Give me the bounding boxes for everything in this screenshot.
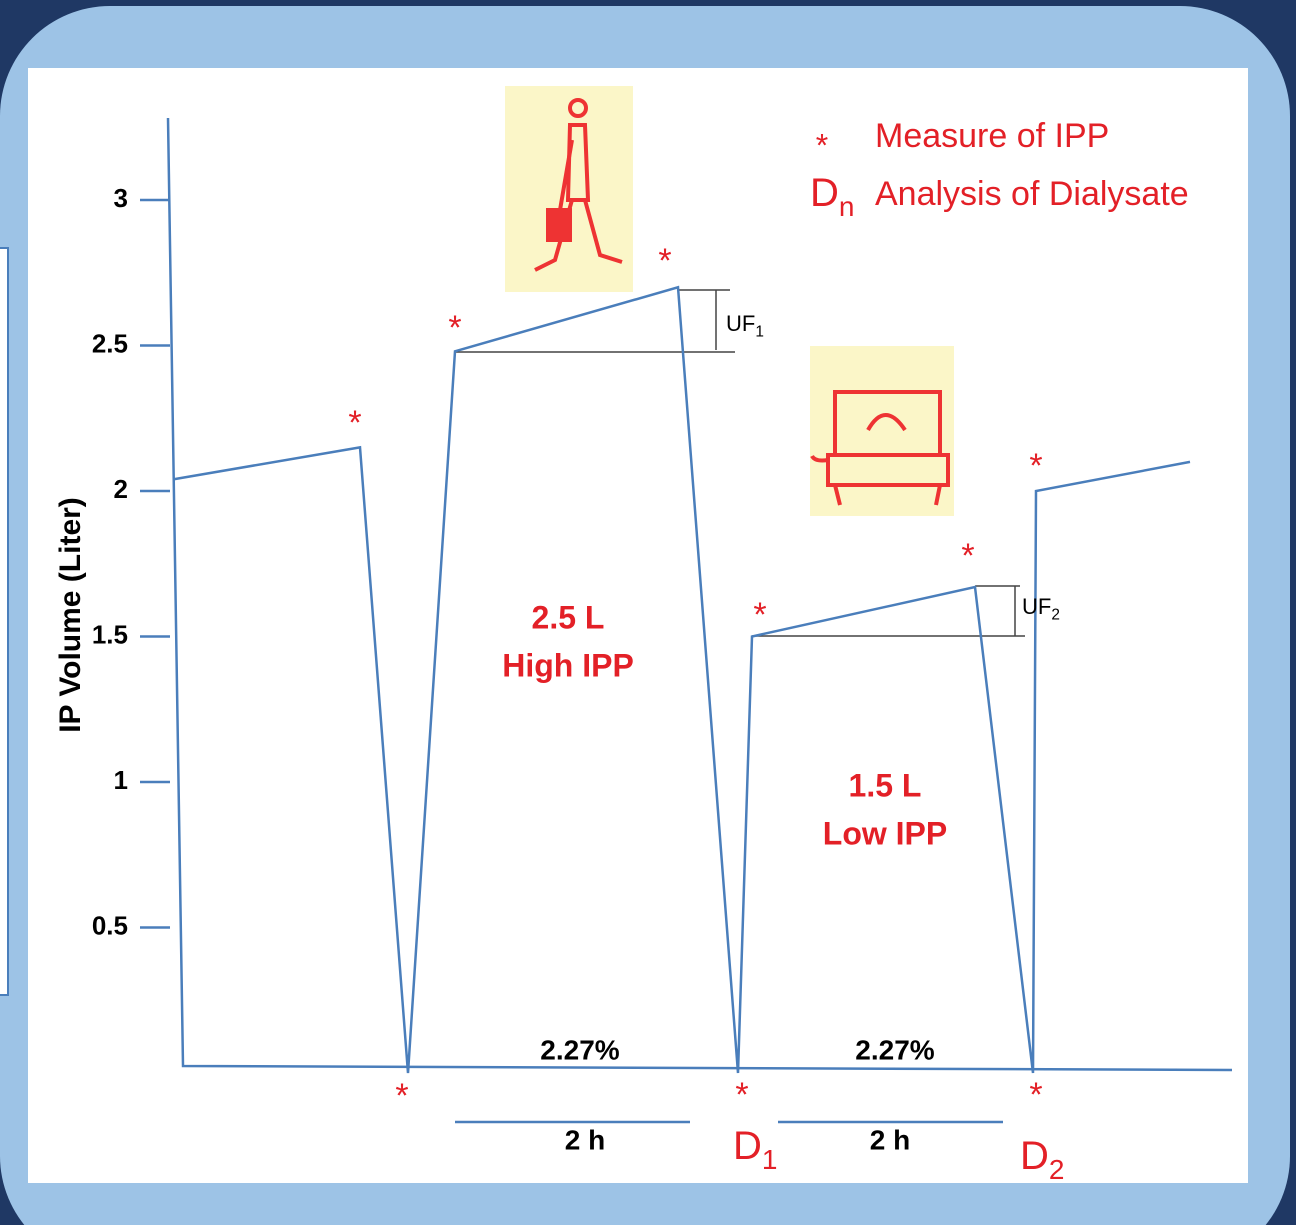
y-axis-label: IP Volume (Liter): [54, 497, 87, 733]
y-tick-label: 0.5: [92, 910, 128, 940]
duration: 2 h: [565, 1124, 605, 1155]
uf-label-main: UF: [726, 311, 755, 336]
concentration: 2.27%: [540, 1034, 619, 1065]
dwell-volume: 2.5 L: [532, 599, 605, 635]
plot-area: [28, 68, 1248, 1183]
ipp-marker: *: [1029, 447, 1042, 485]
ipp-marker: *: [753, 596, 766, 634]
dwell-volume: 1.5 L: [849, 767, 922, 803]
dwell-pressure: High IPP: [502, 647, 634, 683]
legend-symbol-sub: n: [839, 191, 855, 222]
ipp-marker: *: [961, 537, 974, 575]
sample-label-sub: 1: [762, 1144, 778, 1175]
y-tick-label: 3: [114, 183, 128, 213]
chart: IP Volume (Liter) 0.5 1 1.5 2 2.5 3 * * * * * * * * * *…: [0, 0, 1296, 1225]
y-tick-label: 2.5: [92, 328, 128, 358]
legend-text: Analysis of Dialysate: [875, 175, 1189, 213]
y-tick-label: 2: [114, 474, 128, 504]
duration: 2 h: [870, 1124, 910, 1155]
ipp-marker: *: [735, 1076, 748, 1114]
y-tick-label: 1.5: [92, 619, 128, 649]
legend-symbol-main: D: [810, 171, 839, 215]
dwell-pressure: Low IPP: [823, 815, 947, 851]
y-tick-label: 1: [114, 765, 128, 795]
sample-label-sub: 2: [1049, 1154, 1065, 1185]
side-frame: [0, 248, 8, 995]
uf-label-sub: 1: [755, 324, 764, 341]
ipp-marker: *: [395, 1077, 408, 1115]
legend-text: Measure of IPP: [875, 117, 1109, 155]
ipp-marker: *: [448, 309, 461, 347]
ipp-marker: *: [658, 242, 671, 280]
walking-pictogram: [505, 86, 633, 292]
sample-label-main: D: [1020, 1134, 1049, 1178]
ipp-marker: *: [1029, 1076, 1042, 1114]
ipp-marker: *: [348, 404, 361, 442]
sample-label-main: D: [733, 1124, 762, 1168]
legend-symbol: *: [816, 127, 828, 163]
concentration: 2.27%: [855, 1034, 934, 1065]
uf-label-main: UF: [1022, 594, 1051, 619]
uf-label-sub: 2: [1051, 607, 1060, 624]
bed-pictogram: [810, 346, 954, 516]
